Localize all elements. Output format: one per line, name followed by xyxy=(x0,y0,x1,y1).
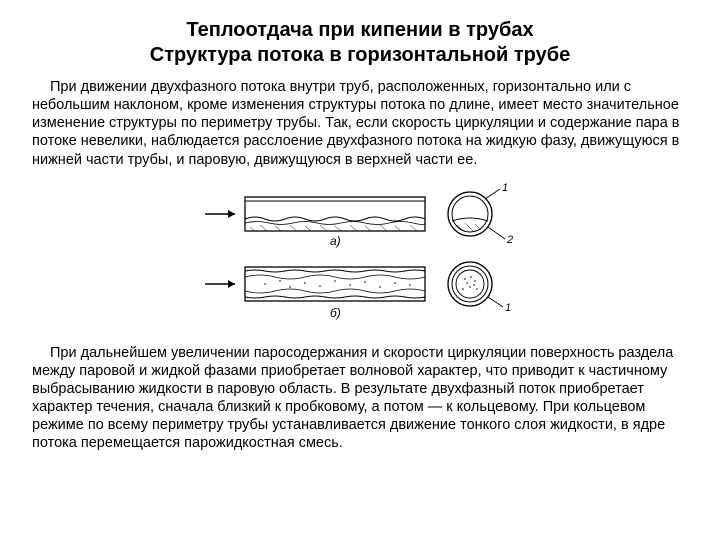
paragraph-2: При дальнейшем увеличении паросодержания… xyxy=(32,344,688,453)
figure-num-1-top: 1 xyxy=(502,182,508,194)
paragraph-2-text: При дальнейшем увеличении паросодержания… xyxy=(32,345,673,452)
title-line-2: Структура потока в горизонтальной трубе xyxy=(150,44,570,66)
figure-container: а) 1 2 xyxy=(32,179,688,334)
slide-page: Теплоотдача при кипении в трубах Структу… xyxy=(0,0,720,470)
paragraph-1-text: При движении двухфазного потока внутри т… xyxy=(32,79,680,168)
title-line-1: Теплоотдача при кипении в трубах xyxy=(186,19,533,41)
paragraph-1: При движении двухфазного потока внутри т… xyxy=(32,78,688,169)
figure-num-2: 2 xyxy=(506,234,513,246)
figure-label-b: б) xyxy=(330,306,341,320)
figure-num-1-bottom: 1 xyxy=(505,302,511,314)
page-title: Теплоотдача при кипении в трубах Структу… xyxy=(32,18,688,68)
flow-diagram: а) 1 2 xyxy=(195,179,525,329)
figure-label-a: а) xyxy=(330,234,341,248)
